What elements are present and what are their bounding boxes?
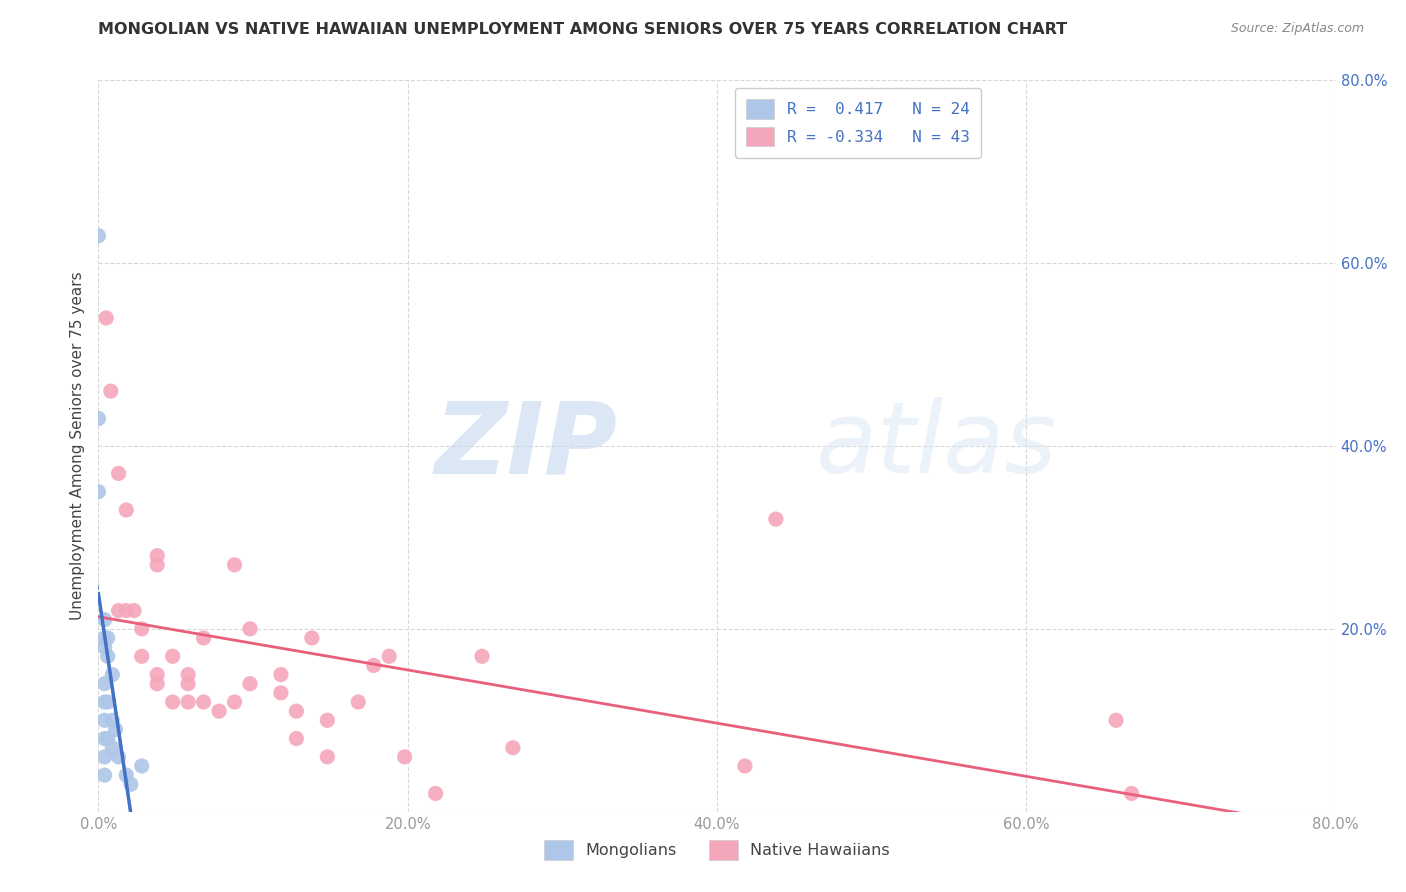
Point bbox=[1105, 714, 1128, 728]
Point bbox=[97, 631, 120, 645]
Y-axis label: Unemployment Among Seniors over 75 years: Unemployment Among Seniors over 75 years bbox=[70, 272, 86, 620]
Point bbox=[104, 723, 127, 737]
Point bbox=[162, 649, 184, 664]
Point bbox=[120, 777, 142, 791]
Point bbox=[100, 384, 122, 399]
Point bbox=[502, 740, 524, 755]
Point bbox=[1121, 787, 1143, 801]
Point bbox=[301, 631, 323, 645]
Point bbox=[101, 740, 124, 755]
Point bbox=[107, 749, 129, 764]
Point bbox=[347, 695, 370, 709]
Point bbox=[87, 484, 110, 499]
Point bbox=[316, 749, 339, 764]
Point bbox=[93, 731, 115, 746]
Point bbox=[378, 649, 401, 664]
Point bbox=[425, 787, 447, 801]
Point bbox=[177, 676, 200, 690]
Point bbox=[101, 667, 124, 681]
Point bbox=[146, 676, 169, 690]
Point bbox=[224, 558, 246, 572]
Point bbox=[93, 714, 115, 728]
Point bbox=[107, 467, 129, 481]
Point bbox=[93, 613, 115, 627]
Point bbox=[87, 411, 110, 425]
Point bbox=[97, 731, 120, 746]
Point bbox=[285, 704, 308, 718]
Point bbox=[97, 649, 120, 664]
Point bbox=[471, 649, 494, 664]
Point bbox=[734, 759, 756, 773]
Point bbox=[177, 667, 200, 681]
Legend: Mongolians, Native Hawaiians: Mongolians, Native Hawaiians bbox=[537, 834, 897, 866]
Point bbox=[193, 631, 215, 645]
Point bbox=[208, 704, 231, 718]
Text: atlas: atlas bbox=[815, 398, 1057, 494]
Point bbox=[765, 512, 787, 526]
Point bbox=[131, 622, 153, 636]
Point bbox=[146, 667, 169, 681]
Point bbox=[270, 686, 292, 700]
Point bbox=[93, 640, 115, 655]
Point bbox=[131, 759, 153, 773]
Point bbox=[394, 749, 416, 764]
Point bbox=[239, 676, 262, 690]
Point bbox=[270, 667, 292, 681]
Point bbox=[146, 549, 169, 563]
Point bbox=[93, 631, 115, 645]
Point bbox=[285, 731, 308, 746]
Point bbox=[363, 658, 385, 673]
Point bbox=[131, 649, 153, 664]
Text: Source: ZipAtlas.com: Source: ZipAtlas.com bbox=[1230, 22, 1364, 36]
Point bbox=[93, 768, 115, 782]
Point bbox=[177, 695, 200, 709]
Point bbox=[162, 695, 184, 709]
Point bbox=[101, 714, 124, 728]
Point bbox=[93, 749, 115, 764]
Point bbox=[316, 714, 339, 728]
Point bbox=[93, 695, 115, 709]
Point bbox=[96, 311, 118, 326]
Point bbox=[115, 503, 138, 517]
Point bbox=[122, 603, 145, 617]
Point bbox=[115, 603, 138, 617]
Point bbox=[115, 768, 138, 782]
Point bbox=[97, 695, 120, 709]
Point bbox=[239, 622, 262, 636]
Point bbox=[146, 558, 169, 572]
Text: MONGOLIAN VS NATIVE HAWAIIAN UNEMPLOYMENT AMONG SENIORS OVER 75 YEARS CORRELATIO: MONGOLIAN VS NATIVE HAWAIIAN UNEMPLOYMEN… bbox=[98, 22, 1067, 37]
Text: ZIP: ZIP bbox=[434, 398, 619, 494]
Point bbox=[193, 695, 215, 709]
Point bbox=[224, 695, 246, 709]
Point bbox=[107, 603, 129, 617]
Point bbox=[93, 676, 115, 690]
Point bbox=[87, 228, 110, 243]
